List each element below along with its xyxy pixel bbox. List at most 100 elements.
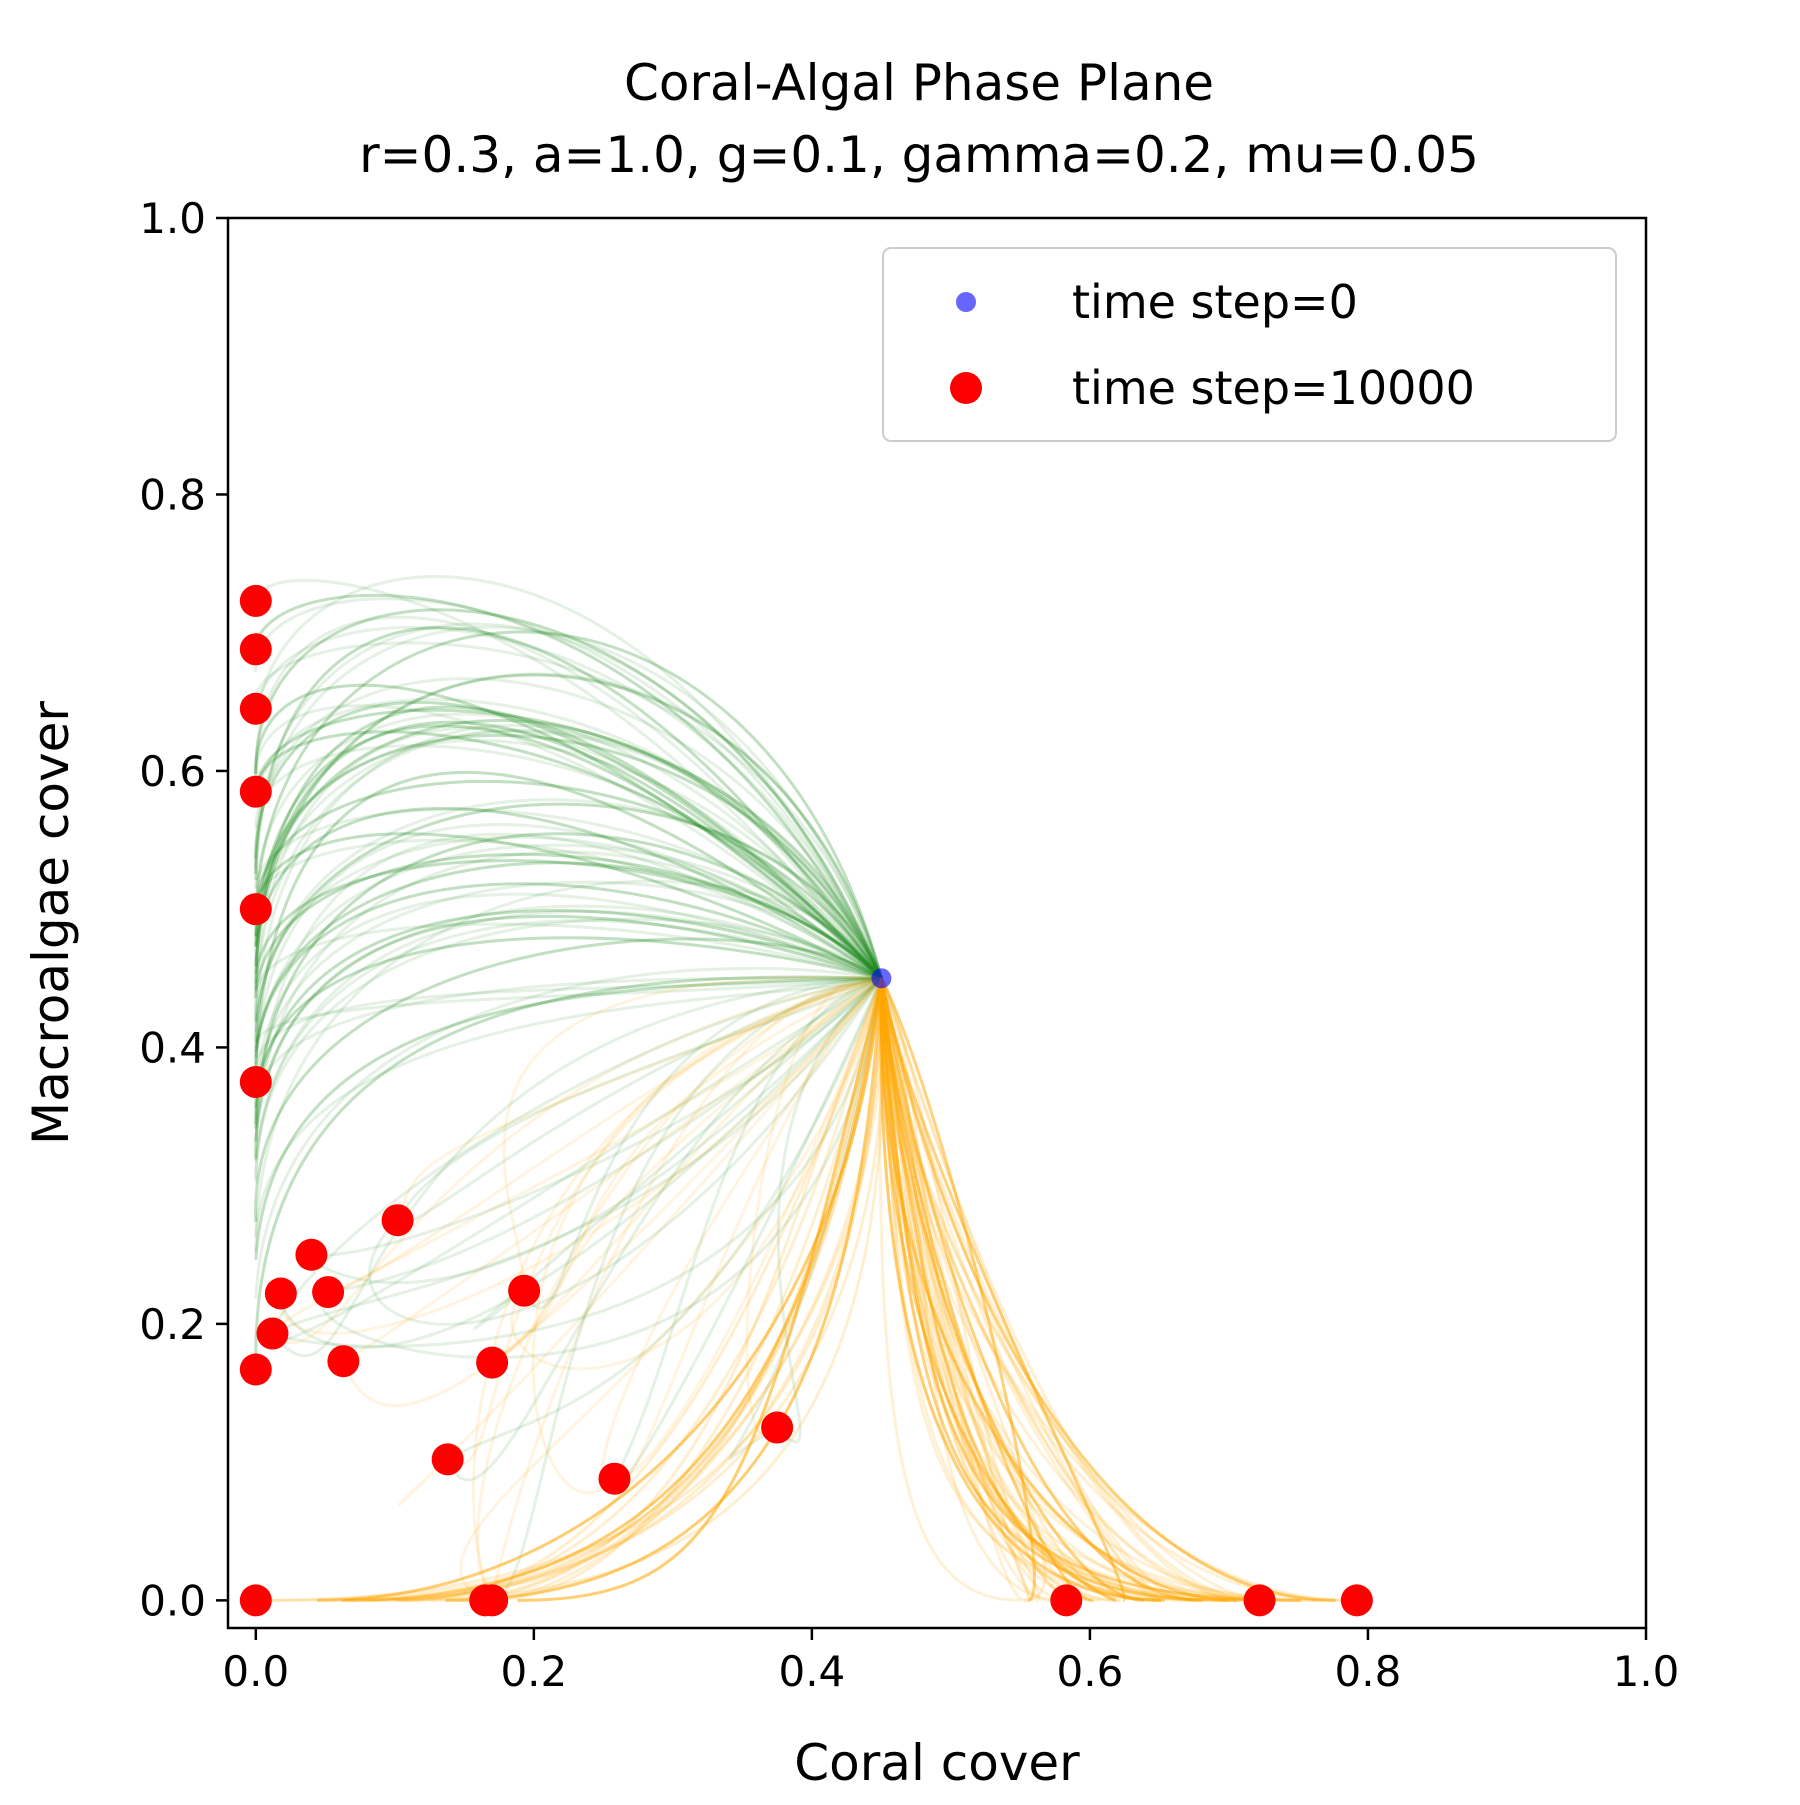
coral-trajectory (879, 978, 1254, 1602)
algae-trajectory (254, 739, 883, 980)
algae-trajectory (254, 880, 883, 1120)
legend-marker-initial (956, 292, 976, 312)
algae-trajectory (254, 730, 883, 980)
algae-trajectory (254, 850, 883, 1159)
coral-trajectory (879, 978, 1025, 1602)
interior-trajectory (491, 976, 882, 1602)
final-state-point (1340, 1584, 1373, 1617)
final-state-point (327, 1345, 360, 1378)
coral-trajectory (879, 978, 1162, 1602)
algae-trajectory (254, 917, 883, 1179)
y-axis-ticks: 0.0 0.2 0.4 0.6 0.8 1.0 (139, 194, 228, 1625)
coral-trajectory (879, 977, 1157, 1602)
coral-trajectory (879, 978, 1318, 1602)
algae-trajectory (254, 806, 883, 980)
final-state-point (476, 1346, 509, 1379)
interior-trajectory (396, 976, 882, 1221)
y-tick-label: 0.6 (139, 747, 206, 796)
coral-trajectory (879, 977, 1243, 1602)
interior-trajectory (510, 977, 883, 1371)
coral-trajectory (879, 977, 1336, 1602)
coral-trajectory (880, 977, 1064, 1602)
interior-trajectory (342, 977, 883, 1363)
algae-trajectory (254, 608, 883, 979)
algae-trajectory (254, 726, 883, 1023)
interior-trajectory (490, 976, 882, 1601)
collapse-trajectory (486, 977, 883, 1602)
algae-trajectory (254, 909, 882, 1129)
interior-trajectory (491, 976, 882, 1364)
coral-trajectory (879, 978, 1144, 1602)
final-state-point (239, 584, 272, 617)
algae-trajectory (254, 832, 883, 1125)
collapse-trajectory (346, 978, 883, 1602)
interior-trajectory (271, 976, 882, 1345)
algae-trajectory (254, 705, 883, 980)
algae-trajectory (254, 708, 883, 979)
x-tick-label: 1.0 (1613, 1647, 1680, 1696)
coral-trajectory (879, 977, 1196, 1602)
coral-trajectory (878, 978, 1021, 1602)
algae-trajectory (254, 720, 883, 998)
final-state-point (761, 1411, 794, 1444)
algae-trajectory (254, 641, 883, 979)
algae-trajectory (254, 976, 882, 1048)
final-state-point (264, 1277, 297, 1310)
algae-trajectory (254, 779, 883, 980)
coral-trajectory (879, 978, 1101, 1602)
coral-trajectory (879, 978, 1035, 1602)
final-state-point (508, 1274, 541, 1307)
algae-trajectory (254, 832, 883, 1159)
coral-trajectory (879, 977, 1246, 1602)
interior-trajectory (491, 976, 883, 1364)
algae-trajectory (254, 712, 883, 980)
algae-trajectory (254, 879, 883, 1238)
algae-trajectory (254, 733, 883, 979)
coral-trajectory (879, 978, 1344, 1602)
collapse-trajectory (262, 978, 883, 1602)
collapse-trajectory (368, 978, 883, 1602)
final-state-point (256, 1317, 289, 1350)
algae-trajectory (254, 770, 883, 1059)
final-state-point (295, 1238, 328, 1271)
algae-trajectory (254, 843, 883, 1076)
y-axis-label: Macroalgae cover (22, 701, 80, 1145)
x-tick-label: 0.0 (222, 1647, 289, 1696)
algae-trajectory (254, 835, 883, 1023)
coral-trajectory (879, 978, 1117, 1602)
interior-trajectory (446, 977, 883, 1461)
algae-trajectory (254, 966, 882, 1299)
algae-trajectory (254, 882, 883, 1052)
interior-trajectory (531, 976, 882, 1495)
final-state-point (1243, 1584, 1276, 1617)
coral-trajectory (879, 978, 1120, 1602)
algae-trajectory (254, 904, 883, 1162)
coral-trajectory (879, 978, 1162, 1602)
interior-trajectory (279, 977, 883, 1349)
final-state-point (239, 692, 272, 725)
algae-trajectory (254, 625, 883, 979)
algae-trajectory (254, 975, 882, 1366)
final-state-point (312, 1276, 345, 1309)
coral-trajectory (879, 978, 1082, 1602)
algae-trajectory (254, 683, 883, 980)
initial-state-point (871, 968, 892, 989)
final-state-point (239, 633, 272, 666)
interior-trajectory (368, 977, 883, 1326)
algae-trajectory (254, 852, 883, 990)
interior-trajectory (776, 977, 883, 1444)
algae-trajectory (254, 936, 882, 1108)
y-tick-label: 0.8 (139, 470, 206, 519)
final-state-point (239, 1065, 272, 1098)
algae-trajectory (254, 625, 883, 979)
algae-trajectory (254, 892, 882, 1091)
x-axis-label: Coral cover (794, 1734, 1080, 1792)
coral-trajectory (879, 978, 1041, 1602)
coral-trajectory (879, 977, 1259, 1602)
coral-trajectory (879, 978, 1233, 1602)
algae-trajectory (254, 922, 882, 993)
algae-trajectory (254, 823, 883, 1064)
algae-trajectory (254, 697, 883, 979)
legend-marker-final (950, 372, 982, 404)
